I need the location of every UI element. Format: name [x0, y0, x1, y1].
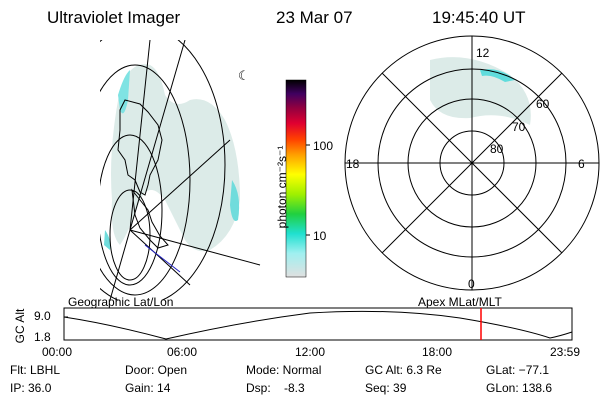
altitude-ylabel: GC Alt: [13, 308, 27, 344]
aurora-region: [430, 57, 531, 126]
date-label: 23 Mar 07: [276, 8, 353, 27]
altitude-xtick-label: 23:59: [550, 345, 581, 359]
time-label: 19:45:40 UT: [432, 8, 526, 27]
altitude-xtick-label: 06:00: [167, 345, 198, 359]
glat-status: GLat: −77.1: [486, 363, 550, 377]
ip-status: IP: 36.0: [10, 381, 52, 395]
coastline: [117, 99, 163, 196]
colorbar-gradient: [285, 79, 307, 278]
aurora-cyan-patch: [104, 230, 111, 250]
altitude-xtick-label: 12:00: [295, 345, 326, 359]
meridian: [129, 40, 151, 231]
polar-ring-50: [344, 35, 600, 291]
aurora-cyan-patch: [230, 180, 240, 221]
instrument-title: Ultraviolet Imager: [47, 8, 181, 27]
meridian: [129, 139, 231, 231]
geographic-map: [100, 40, 261, 300]
latitude-circle: [100, 40, 226, 300]
altitude-ytick-label: 1.8: [34, 330, 51, 344]
aurora-cyan-patch: [480, 69, 515, 82]
meridian: [129, 229, 191, 286]
altitude-xtick-label: 00:00: [42, 345, 73, 359]
meridian: [129, 40, 186, 231]
gcalt-status: GC Alt: 6.3 Re: [365, 363, 442, 377]
apex-label: Apex MLat/MLT: [418, 295, 502, 309]
aurora-region: [111, 64, 240, 252]
filter-status: Flt: LBHL: [10, 363, 61, 377]
polar-ring-70: [407, 98, 537, 228]
meridian: [129, 229, 261, 266]
latitude-circle: [100, 134, 163, 286]
aurora-cyan-patch: [118, 70, 130, 114]
seq-status: Seq: 39: [365, 381, 407, 395]
polar-axis: [381, 72, 563, 254]
moon-icon: ☾: [238, 69, 250, 84]
gain-status: Gain: 14: [125, 381, 171, 395]
mlat-label-80: 80: [490, 142, 504, 156]
polar-axis: [381, 72, 563, 254]
colorbar-tick-label: 100: [313, 139, 334, 153]
coastline: [131, 188, 169, 249]
altitude-frame: [63, 307, 573, 341]
dsp-status: Dsp: -8.3: [246, 381, 305, 395]
altitude-ytick-label: 9.0: [34, 309, 51, 323]
terminator-line: [144, 244, 181, 273]
meridian: [109, 229, 131, 300]
latitude-circle: [100, 64, 191, 296]
mlt-label-12: 12: [476, 46, 490, 60]
door-status: Door: Open: [125, 363, 188, 377]
geographic-label: Geographic Lat/Lon: [68, 295, 174, 309]
mlt-label-6: 6: [578, 157, 585, 171]
colorbar-label: photon cm⁻²s⁻¹: [275, 145, 289, 229]
mlt-label-18: 18: [346, 157, 360, 171]
altitude-curve: [63, 310, 573, 340]
mlt-label-0: 0: [468, 277, 475, 291]
glon-status: GLon: 138.6: [486, 381, 553, 395]
mlat-label-70: 70: [512, 120, 526, 134]
latitude-circle: [109, 189, 151, 281]
mode-status: Mode: Normal: [246, 363, 322, 377]
colorbar-tick-label: 10: [313, 229, 327, 243]
altitude-xtick-label: 18:00: [422, 345, 453, 359]
polar-ring-80: [439, 130, 505, 196]
mlat-label-60: 60: [536, 97, 550, 111]
